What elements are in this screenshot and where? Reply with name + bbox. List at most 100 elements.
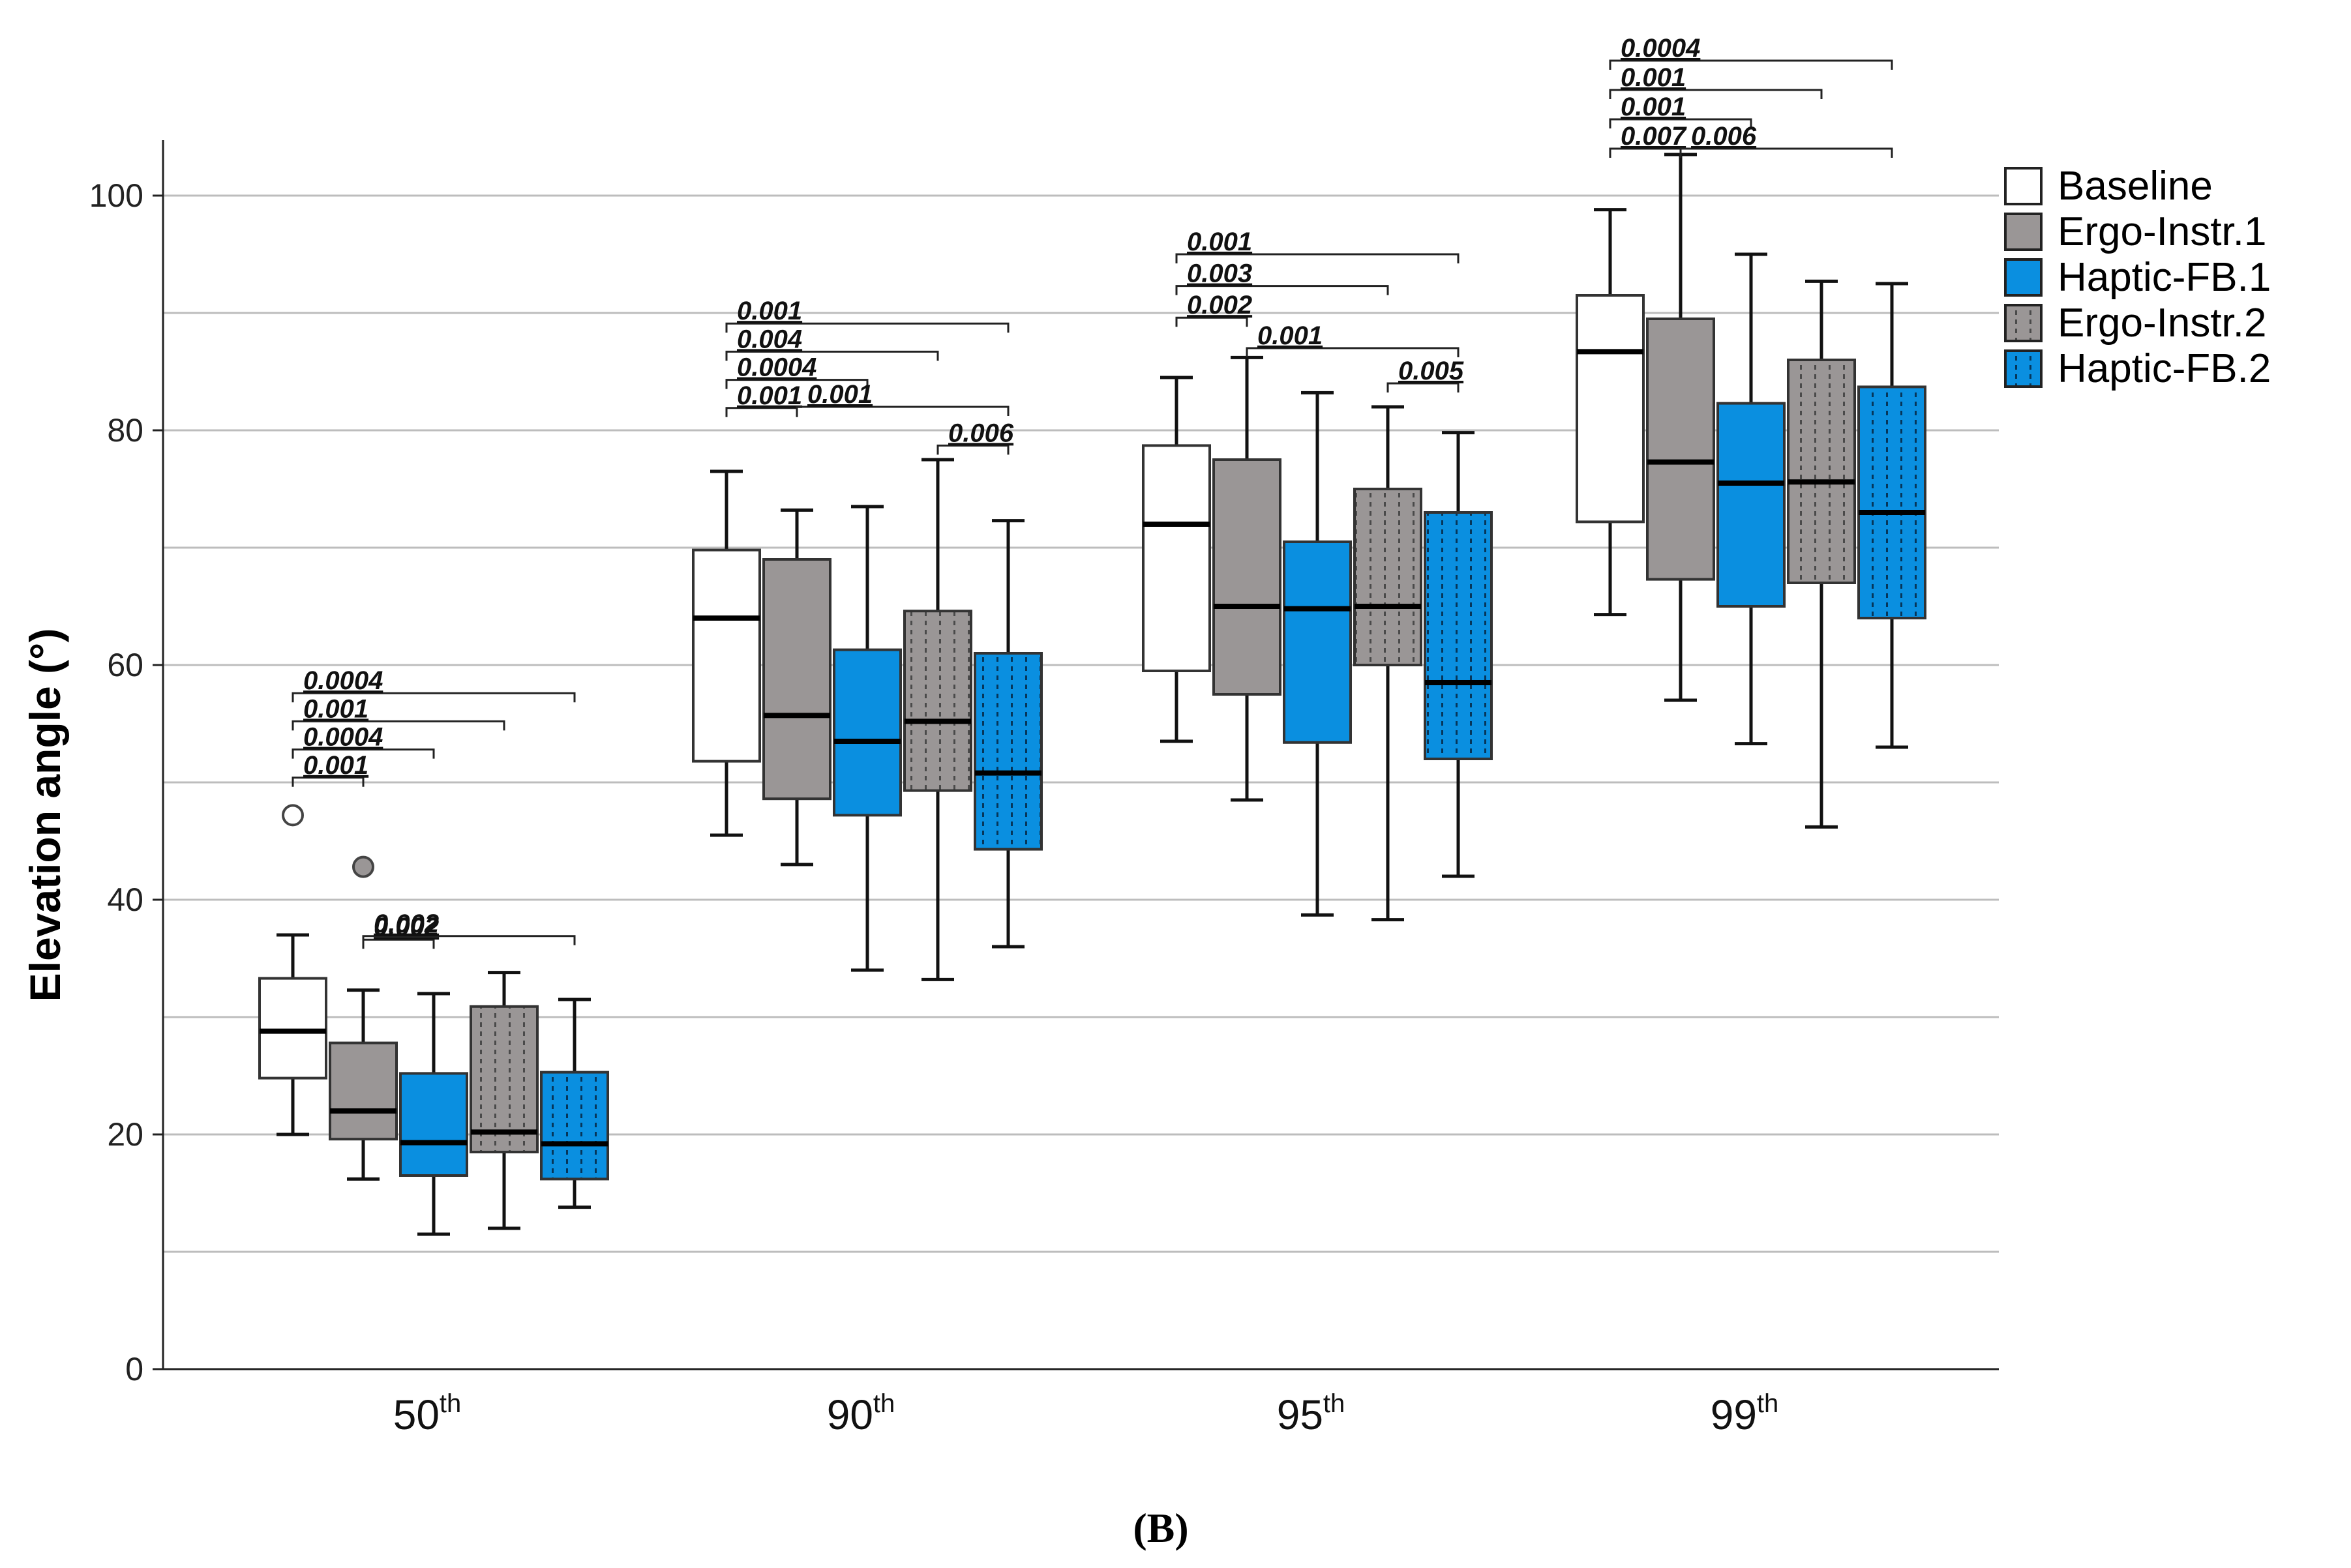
- p-value-label: 0.003: [1187, 259, 1252, 288]
- p-value-label: 0.002: [1187, 291, 1252, 319]
- legend-entry: Haptic-FB.1: [2004, 255, 2271, 300]
- legend-swatch: [2004, 258, 2043, 297]
- bracket-line: [1175, 316, 1248, 327]
- significance-bracket: 0.0004: [292, 666, 576, 703]
- box-iqr: [974, 652, 1043, 851]
- p-value-label: 0.006: [1691, 122, 1757, 151]
- x-category-suffix: th: [1323, 1389, 1345, 1418]
- p-value-label: 0.001: [737, 297, 802, 325]
- box-iqr: [762, 558, 831, 801]
- box-haptic-fb-2-50: [540, 998, 609, 1209]
- bracket-line: [1679, 147, 1893, 158]
- outlier-point: [282, 804, 304, 827]
- box-iqr: [1646, 318, 1715, 581]
- box-iqr: [1576, 294, 1645, 524]
- significance-bracket: 0.001: [725, 297, 1010, 333]
- x-category-base: 50: [393, 1391, 440, 1438]
- box-baseline-95: [1142, 376, 1211, 743]
- bracket-line: [1246, 347, 1460, 357]
- p-value-label: 0.001: [303, 694, 368, 723]
- box-iqr: [470, 1005, 539, 1154]
- box-haptic-fb-1-50: [399, 992, 468, 1236]
- bracket-line: [292, 777, 365, 787]
- y-tick-label: 100: [89, 177, 143, 214]
- legend-swatch: [2004, 213, 2043, 251]
- x-category-base: 99: [1711, 1391, 1757, 1438]
- significance-bracket: 0.0004: [1609, 34, 1893, 70]
- significance-bracket: 0.007: [1609, 122, 1687, 158]
- box-iqr: [1142, 444, 1211, 673]
- bracket-line: [725, 322, 1010, 333]
- bracket-line: [1609, 89, 1823, 99]
- bracket-line: [796, 406, 1010, 416]
- y-tick-label: 60: [107, 647, 143, 683]
- bracket-line: [292, 692, 576, 703]
- p-value-label: 0.001: [1257, 321, 1323, 350]
- significance-bracket: 0.003: [1175, 259, 1389, 295]
- bracket-line: [1609, 118, 1752, 128]
- box-ergo-instr-2-99: [1787, 279, 1856, 829]
- significance-bracket: 0.0004: [725, 353, 869, 389]
- p-value-label: 0.001: [1621, 63, 1686, 92]
- outlier-point: [352, 855, 374, 878]
- x-category-base: 90: [827, 1391, 873, 1438]
- legend-entry: Baseline: [2004, 164, 2213, 209]
- box-haptic-fb-1-99: [1716, 252, 1786, 746]
- box-haptic-fb-2-90: [974, 519, 1043, 949]
- p-value-label: 0.007: [1621, 122, 1687, 151]
- legend-swatch: [2004, 304, 2043, 342]
- legend-label: Haptic-FB.1: [2058, 255, 2271, 300]
- significance-bracket: 0.002: [1175, 291, 1252, 327]
- legend-label: Ergo-Instr.1: [2058, 209, 2266, 254]
- y-tick-label: 20: [107, 1116, 143, 1153]
- x-category-suffix: th: [440, 1389, 461, 1418]
- box-haptic-fb-1-90: [833, 505, 902, 972]
- p-value-label: 0.001: [303, 751, 368, 780]
- legend-entry: Ergo-Instr.1: [2004, 209, 2266, 254]
- p-value-label: 0.001: [1621, 93, 1686, 121]
- box-ergo-instr-1-90: [762, 508, 831, 866]
- significance-bracket: 0.001: [796, 380, 1010, 416]
- boxes: [258, 153, 1926, 1236]
- box-iqr: [1787, 359, 1856, 584]
- box-haptic-fb-1-95: [1283, 391, 1352, 917]
- box-iqr: [399, 1072, 468, 1177]
- box-iqr: [540, 1071, 609, 1181]
- significance-bracket: 0.005: [1386, 357, 1464, 392]
- y-tick-label: 80: [107, 412, 143, 449]
- significance-bracket: 0.004: [725, 325, 939, 361]
- significance-bracket: 0.001: [292, 694, 505, 731]
- legend-swatch: [2004, 167, 2043, 205]
- bracket-line: [1175, 285, 1389, 295]
- bracket-line: [1175, 253, 1460, 263]
- x-category-suffix: th: [873, 1389, 895, 1418]
- box-ergo-instr-1-95: [1212, 355, 1281, 802]
- legend-entry: Haptic-FB.2: [2004, 346, 2271, 391]
- gridlines: [163, 194, 1999, 1253]
- x-category-label: 50th: [393, 1389, 462, 1438]
- x-category-suffix: th: [1757, 1389, 1778, 1418]
- box-baseline-50: [258, 804, 327, 1136]
- box-ergo-instr-2-95: [1353, 405, 1422, 922]
- bracket-line: [936, 444, 1010, 455]
- box-iqr: [903, 610, 972, 792]
- p-value-label: 0.0004: [1621, 34, 1700, 63]
- y-tick-label: 0: [125, 1351, 143, 1387]
- legend-label: Haptic-FB.2: [2058, 346, 2271, 391]
- bracket-line: [1386, 382, 1460, 392]
- legend-label: Ergo-Instr.2: [2058, 301, 2266, 346]
- legend-entry: Ergo-Instr.2: [2004, 301, 2266, 346]
- bracket-line: [292, 720, 505, 731]
- box-iqr: [1424, 511, 1493, 760]
- significance-bracket: 0.002: [362, 910, 576, 945]
- p-value-label: 0.005: [1398, 357, 1464, 385]
- legend-label: Baseline: [2058, 164, 2213, 209]
- significance-bracket: 0.001: [1609, 93, 1752, 128]
- p-value-label: 0.006: [948, 419, 1014, 447]
- box-iqr: [692, 548, 761, 763]
- box-iqr: [1353, 488, 1422, 666]
- legend-swatch: [2004, 349, 2043, 388]
- p-value-label: 0.001: [807, 380, 873, 409]
